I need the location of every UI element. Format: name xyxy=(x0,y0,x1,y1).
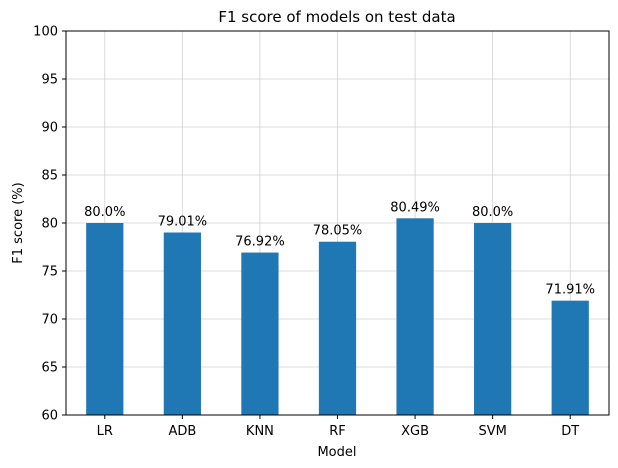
y-tick-label: 90 xyxy=(41,121,58,136)
y-tick-label: 100 xyxy=(33,25,58,40)
x-tick-label: RF xyxy=(329,424,346,439)
x-axis-ticks: LR ADB KNN RF XGB SVM DT xyxy=(97,415,579,439)
y-tick-label: 75 xyxy=(41,265,58,280)
y-axis-ticks: 60 65 70 75 80 85 90 95 100 xyxy=(33,25,66,424)
x-tick-label: ADB xyxy=(168,424,196,439)
data-label-svm: 80.0% xyxy=(472,205,513,220)
x-tick-label: DT xyxy=(561,424,579,439)
x-tick-label: SVM xyxy=(478,424,506,439)
x-tick-label: XGB xyxy=(401,424,429,439)
bar-dt xyxy=(551,300,589,415)
x-tick-label: LR xyxy=(97,424,113,439)
bar-adb xyxy=(163,232,201,415)
data-label-lr: 80.0% xyxy=(84,205,125,220)
y-tick-label: 65 xyxy=(41,361,58,376)
bars xyxy=(86,218,589,415)
bar-lr xyxy=(86,223,124,415)
data-label-dt: 71.91% xyxy=(545,283,595,298)
data-label-adb: 79.01% xyxy=(158,215,208,230)
y-tick-label: 60 xyxy=(41,409,58,424)
chart-title: F1 score of models on test data xyxy=(218,8,455,26)
bar-rf xyxy=(318,241,357,415)
bar-knn xyxy=(241,252,279,415)
y-tick-label: 70 xyxy=(41,313,58,328)
y-tick-label: 80 xyxy=(41,217,58,232)
y-axis-label: F1 score (%) xyxy=(11,182,26,263)
bar-svm xyxy=(474,223,512,415)
data-label-knn: 76.92% xyxy=(235,235,285,250)
data-labels: 80.0% 79.01% 76.92% 78.05% 80.49% 80.0% 71.91% xyxy=(84,200,595,297)
data-label-rf: 78.05% xyxy=(313,224,363,239)
x-axis-label: Model xyxy=(317,445,356,460)
bar-xgb xyxy=(396,218,434,415)
y-tick-label: 85 xyxy=(41,169,58,184)
y-tick-label: 95 xyxy=(41,73,58,88)
data-label-xgb: 80.49% xyxy=(390,200,440,215)
x-tick-label: KNN xyxy=(246,424,274,439)
